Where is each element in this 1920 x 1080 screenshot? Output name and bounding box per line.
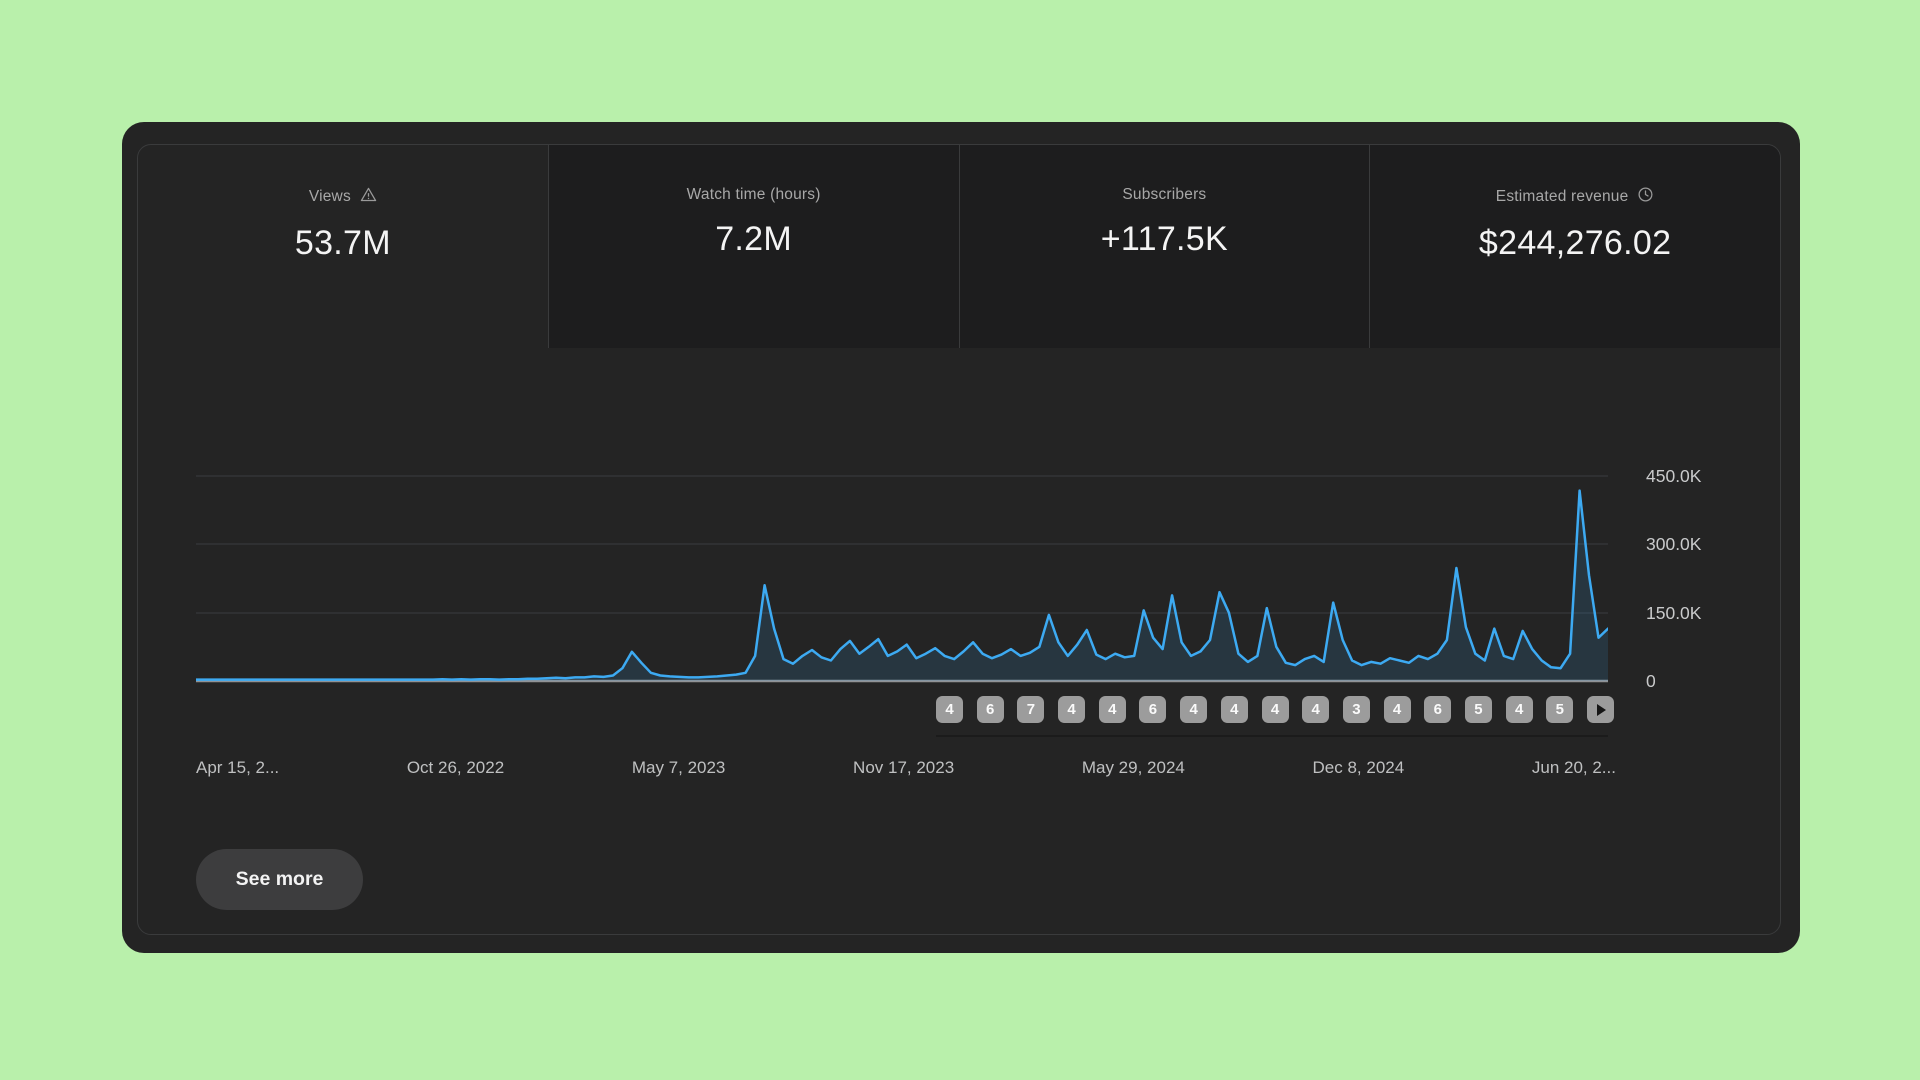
y-tick-150k: 150.0K <box>1646 603 1702 623</box>
video-marker-badge[interactable]: 7 <box>1017 696 1045 723</box>
video-marker-badge[interactable]: 6 <box>1139 696 1167 723</box>
tab-views[interactable]: Views 53.7M <box>138 145 548 348</box>
tab-views-label-row: Views <box>138 186 548 208</box>
x-tick-6: Jun 20, 2... <box>1531 758 1616 777</box>
views-line <box>194 489 1610 681</box>
x-axis-labels: Apr 15, 2... Oct 26, 2022 May 7, 2023 No… <box>196 758 1616 778</box>
x-tick-0: Apr 15, 2... <box>196 758 280 777</box>
see-more-button[interactable]: See more <box>196 849 363 910</box>
video-marker-badge[interactable]: 5 <box>1464 696 1492 723</box>
views-chart[interactable] <box>194 453 1610 703</box>
marker-row-divider <box>936 735 1608 737</box>
video-marker-badge[interactable]: 6 <box>976 696 1004 723</box>
views-area-fill <box>196 490 1608 681</box>
y-tick-450k: 450.0K <box>1646 466 1702 486</box>
x-tick-1: Oct 26, 2022 <box>406 758 505 777</box>
clock-icon <box>1637 186 1654 208</box>
subscribers-value: +117.5K <box>1100 220 1228 258</box>
play-icon <box>1596 703 1606 716</box>
views-value: 53.7M <box>294 224 391 262</box>
tab-watch-time[interactable]: Watch time (hours) 7.2M <box>547 145 959 348</box>
video-marker-badge[interactable]: 4 <box>936 696 963 723</box>
video-marker-badge[interactable]: 4 <box>1220 696 1248 723</box>
estimated-revenue-value: $244,276.02 <box>1478 224 1672 262</box>
tab-views-label: Views <box>308 188 351 205</box>
analytics-panel: Views 53.7M Watch time (hours) 7.2M <box>137 144 1781 935</box>
watch-time-value: 7.2M <box>715 220 793 258</box>
tab-subscribers-label: Subscribers <box>1122 186 1207 203</box>
video-marker-badge[interactable]: 4 <box>1505 696 1533 723</box>
x-tick-5: Dec 8, 2024 <box>1312 758 1405 777</box>
video-marker-badge[interactable]: 6 <box>1424 696 1452 723</box>
video-marker-badge[interactable]: 5 <box>1546 696 1574 723</box>
y-tick-300k: 300.0K <box>1646 534 1702 554</box>
warning-icon <box>360 186 377 208</box>
next-markers-button[interactable] <box>1587 696 1614 723</box>
video-marker-badge[interactable]: 4 <box>1058 696 1086 723</box>
x-tick-4: May 29, 2024 <box>1081 758 1185 777</box>
video-marker-badge[interactable]: 4 <box>1180 696 1208 723</box>
x-tick-2: May 7, 2023 <box>631 758 726 777</box>
metric-tabs: Views 53.7M Watch time (hours) 7.2M <box>138 145 1780 348</box>
video-marker-badge[interactable]: 4 <box>1383 696 1411 723</box>
tab-subscribers[interactable]: Subscribers +117.5K <box>958 145 1370 348</box>
video-marker-badge[interactable]: 4 <box>1261 696 1289 723</box>
y-tick-0: 0 <box>1646 671 1656 691</box>
video-marker-badge[interactable]: 3 <box>1342 696 1370 723</box>
tab-watch-time-label: Watch time (hours) <box>686 186 821 203</box>
video-marker-badge[interactable]: 4 <box>1302 696 1330 723</box>
views-chart-svg <box>194 475 1610 683</box>
analytics-card: Views 53.7M Watch time (hours) 7.2M <box>122 122 1800 953</box>
tab-estimated-revenue-label: Estimated revenue <box>1495 188 1629 205</box>
tab-estimated-revenue[interactable]: Estimated revenue $244,276.02 <box>1369 145 1780 348</box>
video-marker-badge[interactable]: 4 <box>1098 696 1126 723</box>
x-tick-3: Nov 17, 2023 <box>853 758 955 777</box>
